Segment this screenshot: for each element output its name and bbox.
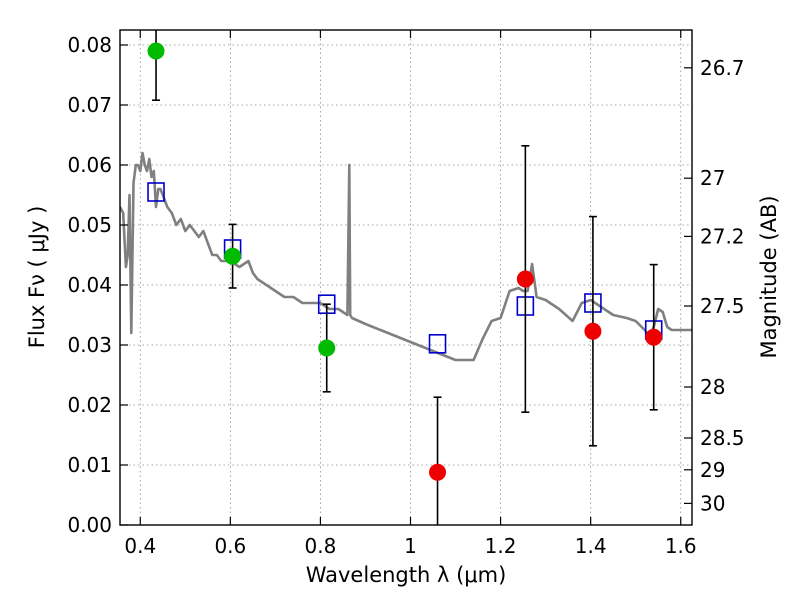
- y-tick-label: 0.02: [67, 393, 112, 417]
- y2-tick-label: 29: [700, 458, 725, 482]
- observed-flux-point: [645, 328, 663, 346]
- x-tick-label: 0.6: [214, 534, 246, 558]
- y2-tick-label: 30: [700, 491, 725, 515]
- y2-tick-label: 28.5: [700, 426, 745, 450]
- x-tick-label: 1.6: [665, 534, 697, 558]
- model-spectrum-line: [120, 151, 692, 362]
- observed-flux-point: [318, 339, 336, 357]
- y-tick-label: 0.01: [67, 453, 112, 477]
- observed-flux-point: [224, 247, 242, 265]
- plot-frame: [119, 29, 693, 526]
- x-axis: 0.4 0.6 0.8 1 1.2 1.4 1.6: [124, 30, 697, 558]
- x-tick-label: 1: [404, 534, 417, 558]
- y2-tick-label: 27: [700, 166, 725, 190]
- y-axis-title: Flux Fν ( μJy ): [25, 206, 49, 349]
- y2-tick-label: 26.7: [700, 56, 745, 80]
- grid-lines: [120, 30, 692, 525]
- y-tick-label: 0.00: [67, 513, 112, 537]
- observed-flux-point: [516, 270, 534, 288]
- y-tick-label: 0.08: [67, 33, 112, 57]
- right-magnitude-axis: 26.7 27 27.2 27.5 28 28.5 29 30: [684, 56, 745, 515]
- y-axis: 0.00 0.01 0.02 0.03 0.04 0.05 0.06 0.07 0.08: [67, 33, 128, 537]
- x-axis-title: Wavelength λ (μm): [306, 563, 507, 587]
- y-tick-label: 0.04: [67, 273, 112, 297]
- x-tick-label: 1.2: [485, 534, 517, 558]
- y-tick-label: 0.06: [67, 153, 112, 177]
- y-tick-label: 0.07: [67, 93, 112, 117]
- y-tick-label: 0.05: [67, 213, 112, 237]
- series-layer: [120, 151, 692, 362]
- model-photometry-point: [147, 182, 165, 202]
- model-photometry-point: [428, 333, 447, 354]
- observed-flux-point: [147, 42, 165, 60]
- y2-tick-label: 27.2: [700, 224, 745, 248]
- y-tick-label: 0.03: [67, 333, 112, 357]
- y2-axis-title: Magnitude (AB): [757, 195, 781, 358]
- x-tick-label: 0.4: [124, 534, 156, 558]
- x-tick-label: 1.4: [575, 534, 607, 558]
- markers-layer: [147, 30, 663, 525]
- x-tick-label: 0.8: [305, 534, 337, 558]
- y2-tick-label: 27.5: [700, 294, 745, 318]
- observed-flux-point: [429, 463, 447, 481]
- observed-flux-point: [584, 322, 602, 340]
- y2-tick-label: 28: [700, 375, 725, 399]
- plot-area: [120, 30, 692, 525]
